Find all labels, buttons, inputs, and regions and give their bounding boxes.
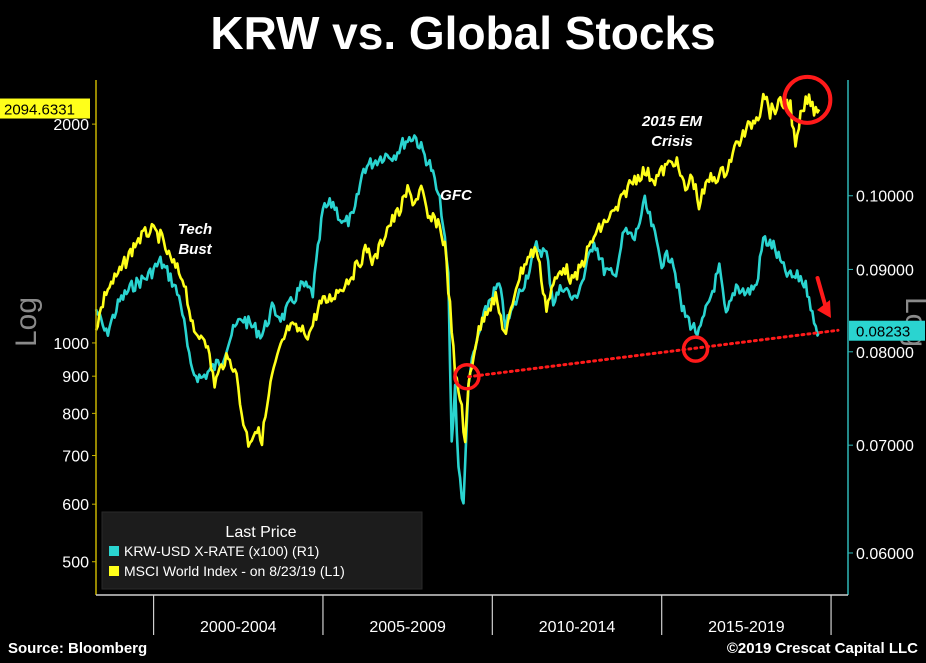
legend-swatch-krw [109,546,119,556]
legend-entry-krw: KRW-USD X-RATE (x100) (R1) [124,543,319,559]
left-tick-label-800: 800 [62,406,89,423]
left-tick-label-600: 600 [62,497,89,514]
x-category-label: 2000-2004 [200,619,277,636]
legend-title: Last Price [225,524,296,541]
support-trend-line [467,328,840,379]
annotation-label: 2015 EM Crisis [641,113,703,150]
legend-swatch-msci [109,566,119,576]
right-tick-label-0.09: 0.09000 [856,262,914,279]
left-tick-label-2000: 2000 [53,117,89,134]
right-tick-label-0.08: 0.08000 [856,345,914,362]
left-tick-label-700: 700 [62,449,89,466]
legend: Last Price KRW-USD X-RATE (x100) (R1) MSCI… [101,511,423,590]
annotation-line: 2015 EM [641,113,703,130]
x-category-label: 2005-2009 [369,619,446,636]
source-text: Source: Bloomberg [8,640,148,657]
msci-series-line [94,92,821,448]
low-circle-2016 [681,335,710,363]
left-tick-label-900: 900 [62,369,89,386]
chart-title: KRW vs. Global Stocks [210,7,716,59]
annotation-label: GFC [440,187,473,204]
annotation-label: Tech Bust [178,221,213,258]
x-category-label: 2015-2019 [708,619,785,636]
right-last-value-label: 0.08233 [856,324,910,341]
right-last-value-tag [849,320,925,341]
annotation-line: GFC [440,187,473,204]
left-tick-label-500: 500 [62,555,89,572]
right-tick-label-0.1: 0.10000 [856,189,914,206]
annotation-line: Bust [178,241,212,258]
x-category-label: 2010-2014 [539,619,616,636]
down-arrow-head [816,300,831,318]
copyright-text: ©2019 Crescat Capital LLC [726,640,918,657]
peak-circle-2019 [782,74,833,125]
left-tick-label-1000: 1000 [53,336,89,353]
low-circle-2009 [453,362,481,391]
down-arrow-shaft [815,276,828,310]
right-tick-label-0.07: 0.07000 [856,438,914,455]
annotation-line: Tech [178,221,212,238]
left-last-value-tag [0,98,90,119]
annotation-line: Crisis [651,133,693,150]
left-last-value-label: 2094.6331 [4,102,75,119]
right-tick-label-0.06: 0.06000 [856,546,914,563]
left-axis-label: Log [10,297,43,347]
krw-series-line [94,134,821,505]
legend-box [101,511,423,590]
legend-entry-msci: MSCI World Index - on 8/23/19 (L1) [124,563,345,579]
